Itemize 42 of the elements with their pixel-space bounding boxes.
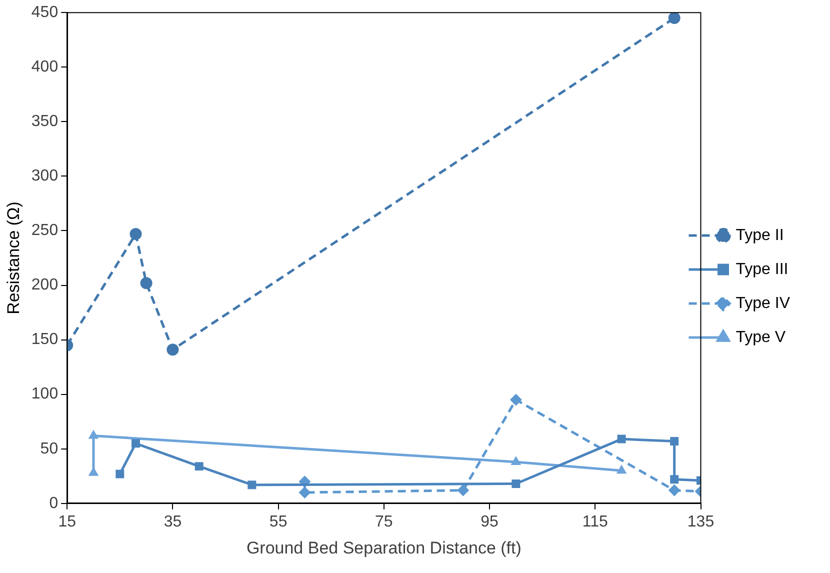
point [457, 484, 470, 496]
point [668, 12, 680, 24]
legend-label: Type V [736, 328, 786, 346]
y-tick-label: 200 [31, 276, 58, 294]
point [298, 486, 311, 498]
y-tick-label: 350 [31, 113, 58, 130]
point [166, 344, 179, 356]
y-tick-label: 250 [31, 222, 58, 240]
y-tick-label: 450 [31, 4, 58, 22]
y-tick-label: 0 [49, 494, 58, 512]
point [668, 484, 680, 496]
y-tick-label: 300 [31, 168, 58, 185]
point [616, 464, 627, 474]
point [510, 456, 522, 465]
point [132, 439, 140, 448]
point [140, 277, 152, 290]
legend-label: Type IV [736, 294, 790, 312]
y-tick-label: 400 [31, 58, 58, 76]
point [130, 228, 142, 240]
point [512, 480, 520, 488]
point [510, 394, 522, 406]
point [670, 475, 679, 484]
legend-label: Type III [736, 260, 788, 278]
x-tick-label: 135 [687, 513, 714, 530]
y-tick-label: 100 [31, 386, 58, 403]
y-tick-label: 50 [40, 440, 58, 458]
x-tick-label: 115 [582, 513, 608, 530]
y-tick-label: 150 [31, 331, 58, 348]
x-axis-title: Ground Bed Separation Distance (ft) [246, 538, 522, 558]
point [88, 430, 99, 439]
x-tick-label: 15 [58, 513, 76, 530]
point [194, 462, 204, 471]
point [670, 436, 679, 446]
x-tick-label: 75 [375, 513, 393, 530]
x-tick-label: 55 [269, 513, 288, 530]
legend-label: Type II [736, 226, 784, 244]
x-tick-label: 95 [480, 513, 499, 530]
point [248, 480, 256, 490]
y-axis-title: Resistance (Ω) [4, 202, 23, 314]
x-tick-label: 35 [164, 513, 182, 530]
point [116, 470, 124, 478]
point [617, 434, 626, 444]
